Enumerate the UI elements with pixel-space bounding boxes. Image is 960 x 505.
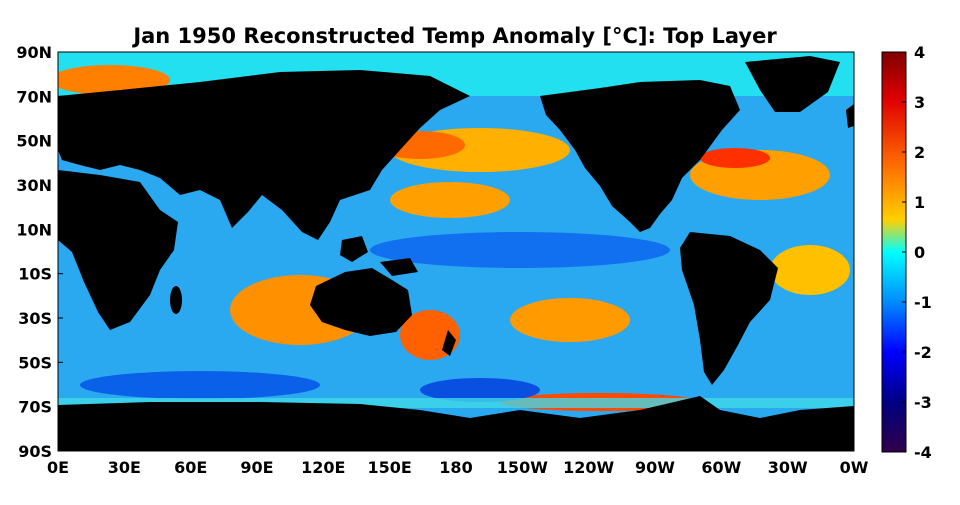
- x-tick-label: 90W: [635, 458, 675, 477]
- land-britain: [846, 104, 854, 128]
- warm-patch-south-pacific: [510, 298, 630, 342]
- x-tick-label: 150W: [497, 458, 548, 477]
- land-masses: [58, 56, 854, 451]
- land-antarctica: [58, 396, 854, 451]
- y-tick-label: 30N: [16, 176, 52, 195]
- cool-equatorial-pacific: [370, 232, 670, 268]
- colorbar-tick-label: 3: [914, 93, 925, 112]
- colorbar-tick-label: 2: [914, 143, 925, 162]
- colorbar-tick-label: -4: [914, 443, 932, 462]
- colorbar-tick-label: 4: [914, 43, 925, 62]
- y-tick-label: 70N: [16, 87, 52, 106]
- x-tick-label: 150E: [368, 458, 412, 477]
- y-axis: 90N 70N 50N 30N 10N 10S 30S 50S 70S 90S: [16, 43, 63, 461]
- x-tick-label: 30E: [108, 458, 141, 477]
- map-title: Jan 1950 Reconstructed Temp Anomaly [°C]…: [131, 24, 777, 48]
- cool-patch-south-pacific: [420, 378, 540, 402]
- warm-patch-north-pacific-core: [390, 182, 510, 218]
- y-tick-label: 50S: [18, 353, 52, 372]
- x-tick-label: 60W: [701, 458, 741, 477]
- y-tick-label: 30S: [18, 309, 52, 328]
- x-tick-label: 90E: [240, 458, 273, 477]
- land-japan: [374, 140, 388, 170]
- land-africa: [58, 170, 178, 330]
- colorbar-tick-label: -2: [914, 343, 932, 362]
- x-axis: 0E 30E 60E 90E 120E 150E 180 150W 120W 90W 60W 30W 0…: [47, 446, 869, 477]
- land-madagascar: [170, 286, 182, 314]
- x-tick-label: 0E: [47, 458, 69, 477]
- y-tick-label: 50N: [16, 132, 52, 151]
- y-tick-label: 10S: [18, 265, 52, 284]
- cool-patch-southern-indian: [80, 371, 320, 399]
- colorbar-ticks: 4 3 2 1 0 -1 -2 -3 -4: [902, 43, 932, 462]
- x-tick-label: 120W: [563, 458, 614, 477]
- antarctic-fringe: [58, 398, 854, 408]
- map-area: [57, 51, 855, 452]
- land-south-america: [680, 232, 778, 385]
- colorbar-tick-label: 0: [914, 243, 925, 262]
- land-borneo: [340, 236, 368, 262]
- y-tick-label: 90N: [16, 43, 52, 62]
- y-tick-label: 90S: [18, 442, 52, 461]
- colorbar-tick-label: 1: [914, 193, 925, 212]
- colorbar: 4 3 2 1 0 -1 -2 -3 -4: [881, 43, 932, 462]
- land-australia: [310, 268, 412, 336]
- warm-patch-south-atlantic: [770, 245, 850, 295]
- land-new-zealand: [442, 330, 456, 356]
- colorbar-tick-label: -1: [914, 293, 932, 312]
- anomaly-field: [58, 52, 854, 411]
- x-tick-label: 120E: [301, 458, 345, 477]
- x-tick-label: 180: [439, 458, 472, 477]
- land-new-guinea: [380, 258, 418, 276]
- y-tick-label: 70S: [18, 398, 52, 417]
- y-tick-label: 10N: [16, 220, 52, 239]
- land-north-america: [540, 80, 740, 232]
- x-tick-label: 60E: [174, 458, 207, 477]
- warm-patch-barents: [58, 65, 170, 95]
- x-tick-label: 0W: [840, 458, 869, 477]
- land-greenland: [745, 56, 840, 112]
- colorbar-tick-label: -3: [914, 393, 932, 412]
- x-tick-label: 30W: [768, 458, 808, 477]
- warm-patch-gulf-stream: [700, 148, 770, 168]
- land-eurasia: [58, 70, 470, 240]
